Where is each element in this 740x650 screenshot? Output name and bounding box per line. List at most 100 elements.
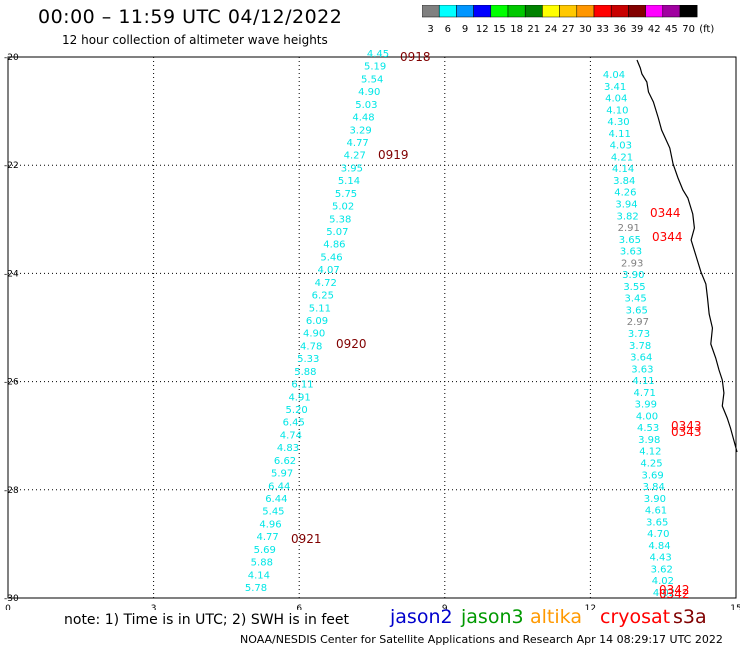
legend-label: 70: [682, 24, 695, 35]
pass-time-label: 0919: [378, 148, 409, 162]
wave-height-label: 4.11: [632, 376, 654, 387]
wave-height-label: 5.20: [286, 405, 308, 416]
wave-height-label: 4.07: [317, 265, 339, 276]
wave-height-label: 3.90: [644, 494, 666, 505]
wave-height-label: 4.96: [259, 519, 281, 530]
wave-height-label: 5.88: [251, 558, 273, 569]
wave-height-label: 4.90: [303, 329, 325, 340]
wave-height-label: 3.62: [651, 564, 673, 575]
wave-height-label: 4.26: [614, 188, 636, 199]
wave-height-label: 4.04: [603, 70, 625, 81]
x-tick-label: 12: [585, 604, 596, 610]
wave-height-label: 3.65: [646, 517, 668, 528]
wave-height-label: 5.45: [262, 507, 284, 518]
wave-height-label: 4.21: [611, 152, 633, 163]
wave-height-label: 6.44: [265, 494, 287, 505]
wave-height-label: 3.63: [620, 247, 642, 258]
legend-label: 18: [510, 24, 523, 35]
wave-height-label: 4.53: [637, 423, 659, 434]
wave-height-label: 3.64: [630, 353, 652, 364]
wave-height-label: 4.45: [367, 49, 389, 60]
wave-height-label: 4.83: [277, 443, 299, 454]
legend-unit: (ft): [699, 24, 714, 35]
wave-height-label: 3.73: [628, 329, 650, 340]
wave-height-label: 4.14: [612, 164, 634, 175]
wave-height-label: 4.27: [344, 151, 366, 162]
wave-height-label: 3.65: [619, 235, 641, 246]
satellite-s3a: s3a: [673, 606, 707, 628]
wave-height-label: 4.04: [605, 94, 627, 105]
wave-height-label: 4.84: [648, 541, 670, 552]
wave-height-label: 5.69: [254, 545, 276, 556]
wave-height-label: 4.12: [639, 447, 661, 458]
footer-note: note: 1) Time is in UTC; 2) SWH is in fe…: [64, 612, 350, 628]
satellite-cryosat: cryosat: [600, 606, 671, 628]
wave-height-label: 3.95: [341, 163, 363, 174]
legend-label: 21: [527, 24, 540, 35]
legend-label: 36: [613, 24, 626, 35]
wave-height-label: 5.75: [335, 189, 357, 200]
pass-time-label: 0342: [659, 587, 690, 601]
wave-height-label: 3.99: [635, 400, 657, 411]
wave-height-label: 4.77: [347, 138, 369, 149]
wave-height-label: 3.29: [349, 125, 371, 136]
wave-height-label: 3.94: [615, 200, 637, 211]
wave-height-label: 3.90: [622, 270, 644, 281]
satellite-jason3: jason3: [461, 606, 524, 628]
wave-height-label: 4.03: [610, 141, 632, 152]
y-tick-label: -30: [4, 594, 19, 604]
legend-label: 39: [631, 24, 644, 35]
wave-height-label: 6.62: [274, 456, 296, 467]
y-tick-label: -26: [4, 378, 19, 388]
wave-height-label: 4.14: [248, 570, 270, 581]
pass-time-label: 0921: [291, 532, 322, 546]
wave-height-label: 3.69: [642, 470, 664, 481]
x-tick-label: 6: [296, 604, 302, 610]
coastline: [636, 59, 738, 453]
y-tick-label: -20: [4, 53, 19, 63]
wave-height-label: 4.00: [636, 411, 658, 422]
y-tick-label: -24: [4, 269, 19, 279]
wave-height-label: 4.02: [652, 576, 674, 587]
x-tick-label: 0: [5, 604, 11, 610]
wave-height-label: 4.90: [358, 87, 380, 98]
wave-height-label: 6.44: [268, 481, 290, 492]
wave-height-label: 3.82: [617, 211, 639, 222]
pass-time-label: 0342: [659, 583, 690, 597]
credit-line: NOAA/NESDIS Center for Satellite Applica…: [240, 633, 723, 646]
wave-height-label: 5.88: [294, 367, 316, 378]
wave-height-label: 3.63: [631, 364, 653, 375]
satellite-jason2: jason2: [390, 606, 453, 628]
wave-height-label: 4.43: [649, 553, 671, 564]
x-tick-label: 15: [730, 604, 740, 610]
wave-height-label: 5.02: [332, 202, 354, 213]
legend-label: 3: [427, 24, 433, 35]
wave-height-label: 4.71: [634, 388, 656, 399]
wave-height-label: 4.86: [323, 240, 345, 251]
wave-height-label: 6.11: [291, 380, 313, 391]
legend-label: 24: [545, 24, 558, 35]
pass-time-label: 0920: [336, 337, 367, 351]
wave-height-label: 5.19: [364, 62, 386, 73]
wave-height-label: 4.02: [653, 588, 675, 599]
wave-height-label: 3.55: [623, 282, 645, 293]
wave-height-label: 2.97: [627, 317, 649, 328]
legend-label: 33: [596, 24, 609, 35]
wave-height-label: 4.72: [315, 278, 337, 289]
pass-time-label: 0343: [671, 425, 702, 439]
y-tick-label: -28: [4, 486, 19, 496]
wave-height-label: 6.45: [283, 418, 305, 429]
legend-swatch: [679, 5, 698, 18]
wave-height-label: 2.91: [618, 223, 640, 234]
wave-height-label: 5.11: [309, 303, 331, 314]
wave-height-label: 5.07: [326, 227, 348, 238]
wave-height-label: 4.30: [607, 117, 629, 128]
wave-height-label: 5.14: [338, 176, 360, 187]
satellite-altika: altika: [530, 606, 582, 628]
wave-height-label: 2.93: [621, 258, 643, 269]
x-tick-label: 3: [151, 604, 157, 610]
legend-label: 12: [476, 24, 489, 35]
wave-height-label: 3.45: [624, 294, 646, 305]
wave-height-label: 5.78: [245, 583, 267, 594]
wave-height-label: 4.10: [606, 105, 628, 116]
